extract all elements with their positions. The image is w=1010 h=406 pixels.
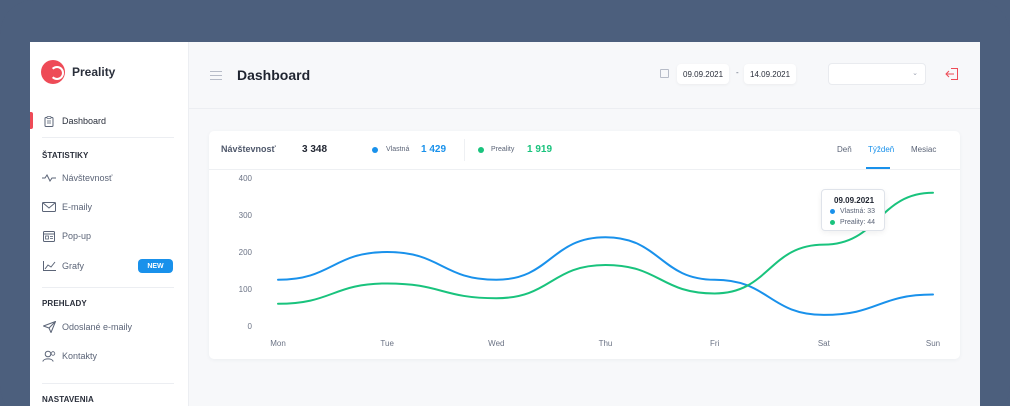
x-tick-label: Mon bbox=[270, 339, 286, 348]
pulse-icon bbox=[42, 171, 56, 185]
series-line-preality bbox=[277, 191, 934, 305]
calendar-icon bbox=[660, 69, 669, 78]
sidebar-item-dashboard[interactable]: Dashboard bbox=[42, 113, 106, 129]
sidebar: Preality Dashboard ŠTATISTIKY Návštevnos… bbox=[30, 42, 189, 406]
app-screen: Preality Dashboard ŠTATISTIKY Návštevnos… bbox=[30, 42, 980, 406]
sidebar-item-navstevnost[interactable]: Návštevnosť bbox=[42, 170, 112, 186]
y-tick-label: 400 bbox=[239, 174, 253, 183]
tab-mesiac[interactable]: Mesiac bbox=[911, 145, 937, 154]
divider bbox=[42, 383, 174, 384]
sidebar-item-label: Pop-up bbox=[62, 231, 92, 241]
logo[interactable]: Preality bbox=[41, 60, 115, 84]
tooltip-row-vlastna: Vlastná: 33 bbox=[830, 208, 875, 215]
divider bbox=[42, 137, 174, 138]
mail-icon bbox=[42, 200, 56, 214]
x-tick-label: Sun bbox=[926, 339, 940, 348]
x-tick-label: Wed bbox=[488, 339, 504, 348]
sidebar-item-label: Dashboard bbox=[62, 116, 107, 126]
sidebar-item-kontakty[interactable]: Kontakty bbox=[42, 348, 97, 364]
section-title-prehlady: PREHLADY bbox=[42, 299, 87, 308]
divider bbox=[464, 139, 465, 161]
active-indicator bbox=[30, 112, 33, 129]
sidebar-item-emaily[interactable]: E-maily bbox=[42, 199, 92, 215]
line-chart: 400 300 200 100 0 Mon Tue Wed Thu Fri Sat Sun bbox=[239, 174, 940, 348]
card-header-divider bbox=[209, 169, 960, 170]
tooltip-label: Vlastná: 33 bbox=[840, 208, 876, 215]
sidebar-item-popup[interactable]: Pop-up bbox=[42, 228, 91, 244]
menu-icon[interactable] bbox=[210, 71, 222, 83]
chart-icon bbox=[42, 259, 56, 273]
active-tab-indicator bbox=[866, 167, 890, 169]
tab-den[interactable]: Deň bbox=[837, 145, 852, 154]
chevron-down-icon: ⌄ bbox=[912, 70, 918, 77]
stat-total: 3 348 bbox=[302, 144, 328, 155]
tooltip-dot bbox=[830, 220, 835, 225]
sidebar-item-label: Grafy bbox=[62, 261, 85, 271]
sidebar-item-odoslane-emaily[interactable]: Odoslané e-maily bbox=[42, 319, 132, 335]
sidebar-item-label: Odoslané e-maily bbox=[62, 322, 133, 332]
x-tick-label: Fri bbox=[710, 339, 720, 348]
tooltip-dot bbox=[830, 209, 835, 214]
send-icon bbox=[42, 320, 56, 334]
clipboard-icon bbox=[42, 114, 56, 128]
sidebar-item-grafy[interactable]: Grafy bbox=[42, 258, 84, 274]
popup-icon bbox=[42, 229, 56, 243]
section-title-statistiky: ŠTATISTIKY bbox=[42, 151, 89, 160]
visits-card: Návštevnosť 3 348 Vlastná 1 429 Preality… bbox=[209, 131, 960, 359]
sidebar-item-label: Kontakty bbox=[62, 351, 98, 361]
legend-label-preality: Preality bbox=[491, 146, 515, 153]
date-to-input[interactable]: 14.09.2021 bbox=[744, 64, 797, 84]
app-name: Preality bbox=[72, 65, 116, 79]
sidebar-item-label: Návštevnosť bbox=[62, 173, 113, 183]
logo-icon bbox=[41, 60, 65, 84]
legend-label-vlastna: Vlastná bbox=[386, 146, 410, 153]
tooltip-row-preality: Preality: 44 bbox=[830, 219, 875, 226]
tooltip-label: Preality: 44 bbox=[840, 219, 876, 226]
logout-icon[interactable] bbox=[945, 67, 959, 81]
tooltip-date: 09.09.2021 bbox=[834, 196, 875, 205]
legend-value-preality: 1 919 bbox=[527, 144, 553, 155]
tab-tyzden[interactable]: Týždeň bbox=[868, 145, 895, 154]
contacts-icon bbox=[42, 349, 56, 363]
x-tick-label: Sat bbox=[818, 339, 831, 348]
divider bbox=[42, 287, 174, 288]
date-separator: - bbox=[736, 68, 739, 77]
header-divider bbox=[189, 108, 980, 109]
page-title: Dashboard bbox=[237, 67, 311, 83]
date-from-input[interactable]: 09.09.2021 bbox=[677, 64, 730, 84]
legend-dot-preality bbox=[478, 147, 484, 153]
y-tick-label: 100 bbox=[239, 285, 253, 294]
stat-label: Návštevnosť bbox=[221, 144, 276, 154]
legend-dot-vlastna bbox=[372, 147, 378, 153]
y-tick-label: 0 bbox=[248, 322, 253, 331]
section-title-nastavenia: NASTAVENIA bbox=[42, 395, 94, 404]
series-line-vlastn bbox=[277, 236, 934, 316]
y-tick-label: 200 bbox=[239, 248, 253, 257]
x-tick-label: Tue bbox=[380, 339, 394, 348]
y-tick-label: 300 bbox=[239, 211, 253, 220]
chart-tooltip: 09.09.2021 Vlastná: 33 Preality: 44 bbox=[821, 189, 885, 231]
sidebar-item-label: E-maily bbox=[62, 202, 93, 212]
project-select[interactable]: ⌄ bbox=[828, 63, 926, 85]
new-badge: NEW bbox=[138, 259, 173, 273]
x-tick-label: Thu bbox=[599, 339, 613, 348]
legend-value-vlastna: 1 429 bbox=[421, 144, 447, 155]
